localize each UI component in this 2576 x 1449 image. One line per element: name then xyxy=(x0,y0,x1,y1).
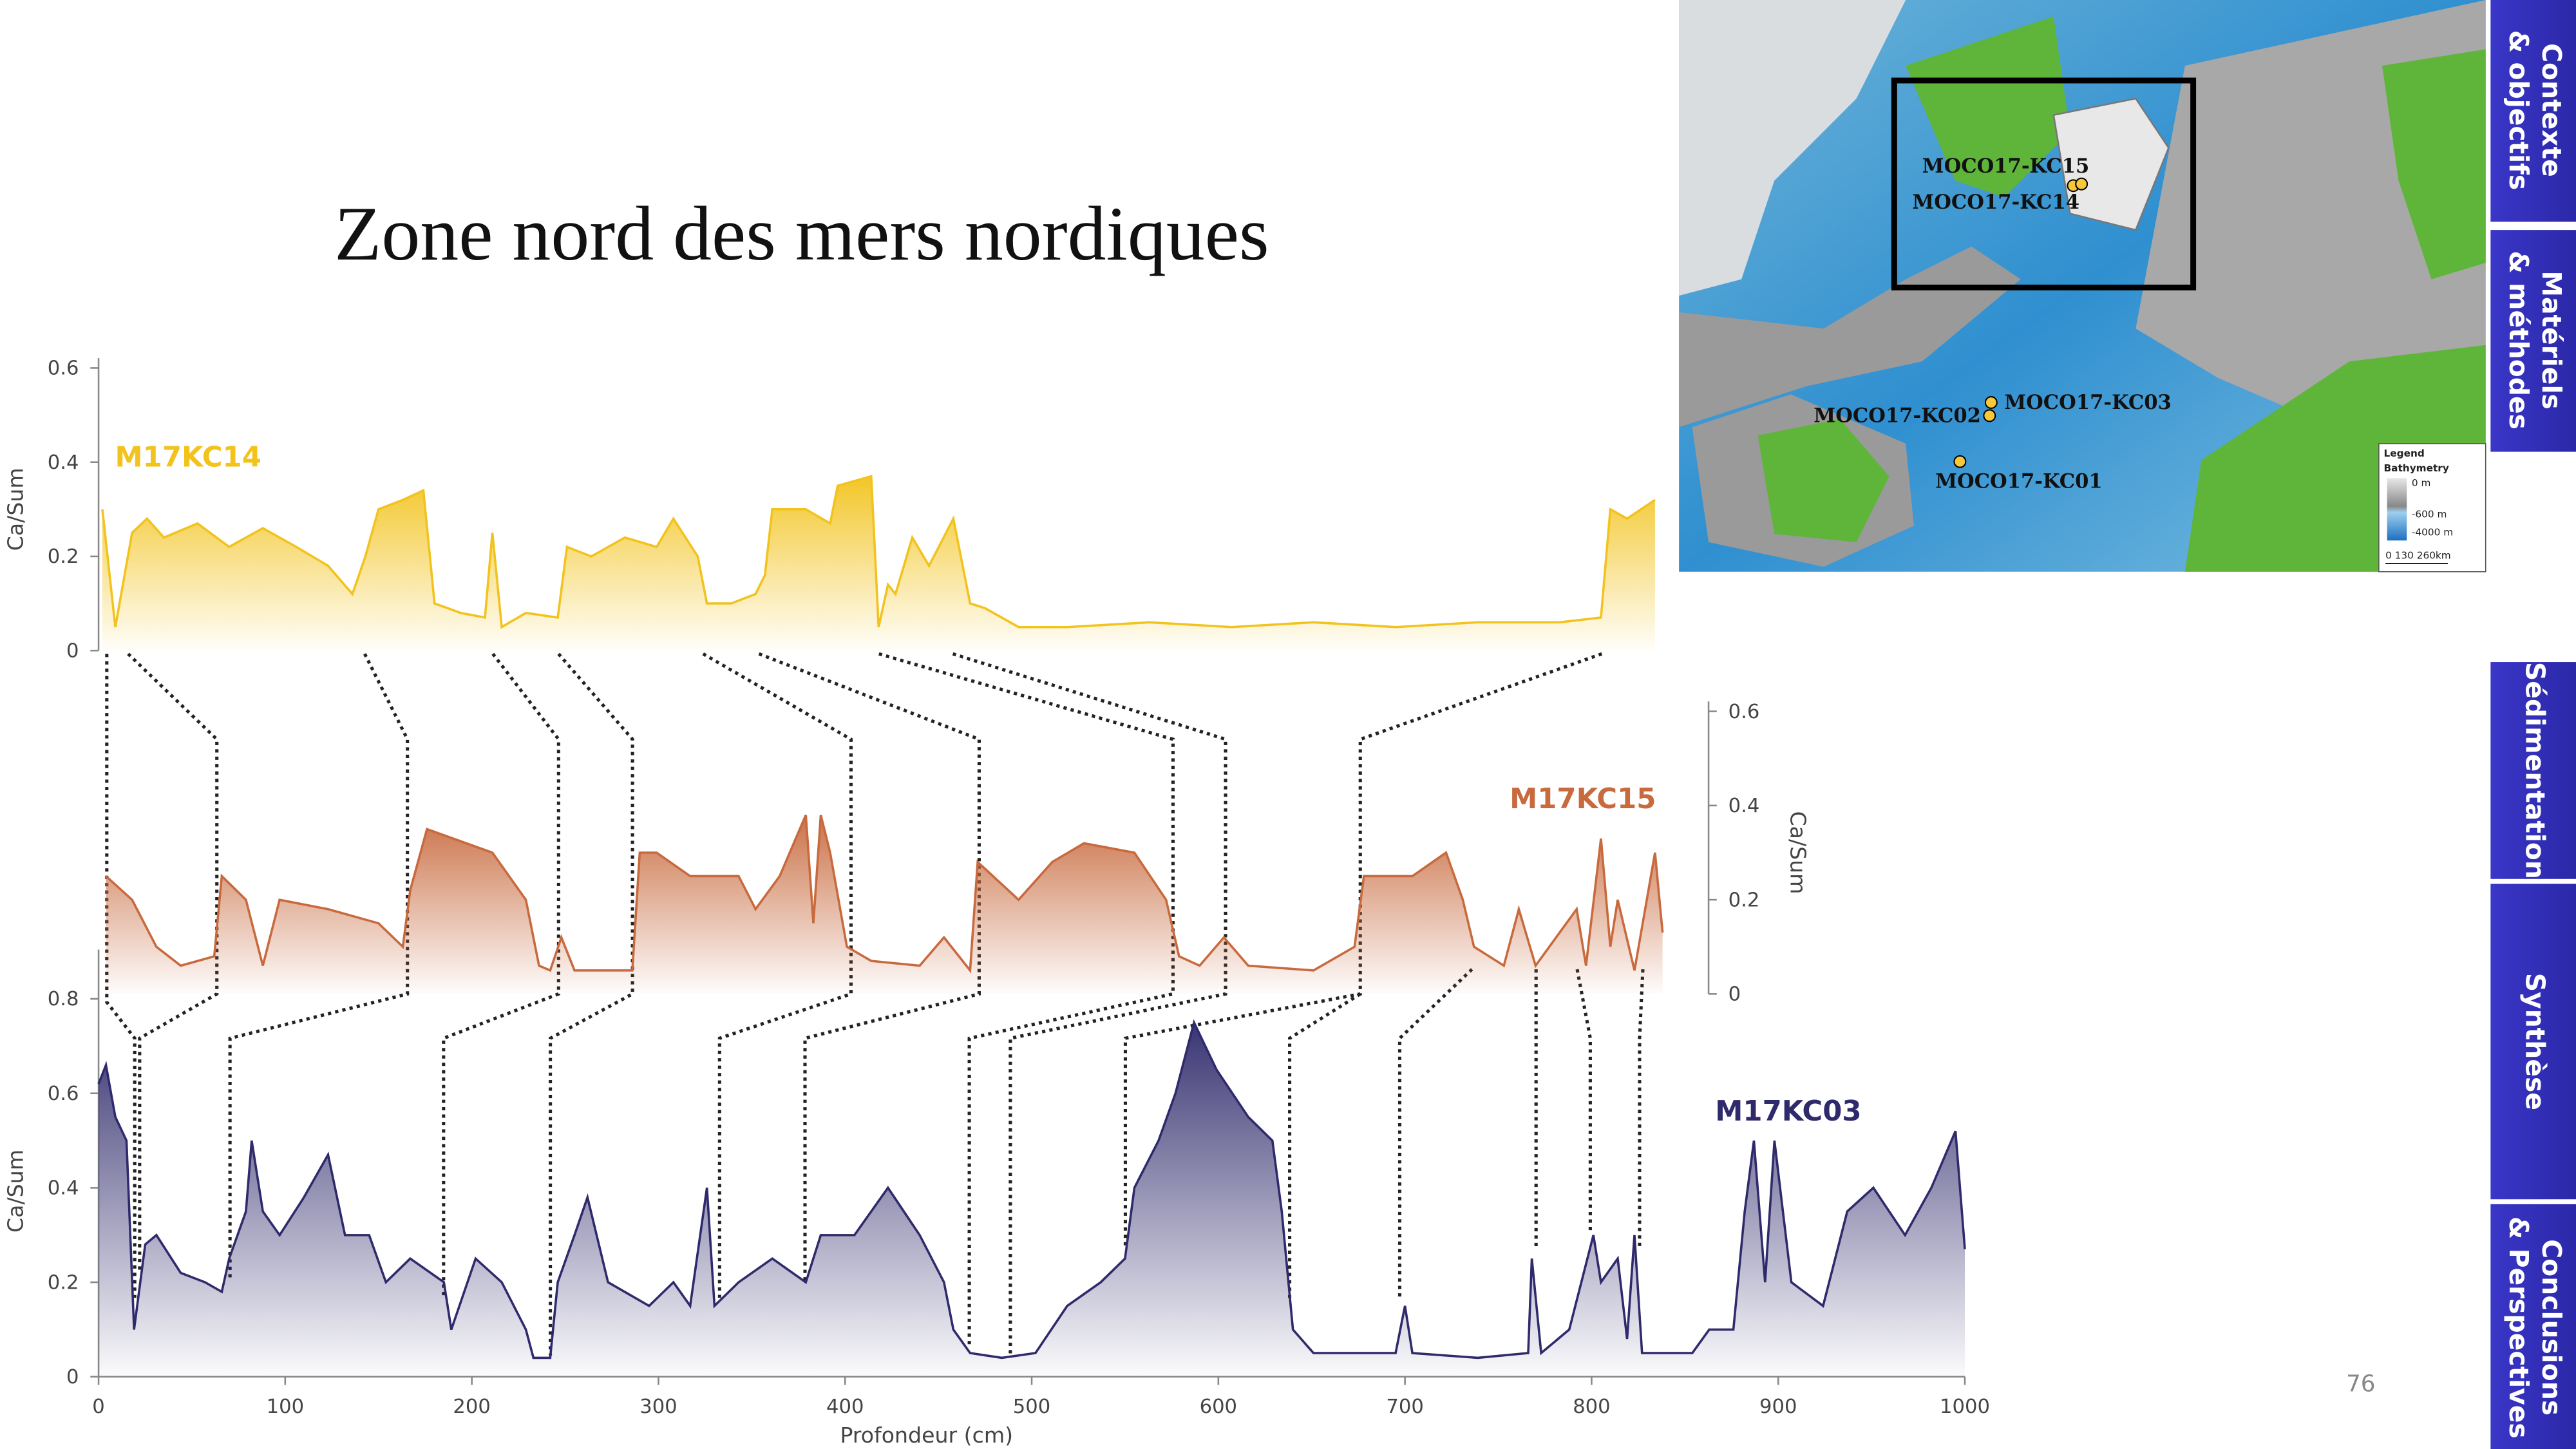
site-dot xyxy=(2075,177,2088,191)
y-tick-label: 0.2 xyxy=(48,1271,79,1294)
y-tick-label: 0.6 xyxy=(48,1083,79,1105)
y-tick-label: 0 xyxy=(66,1366,79,1388)
area-fill xyxy=(102,476,1655,651)
x-tick-label: 200 xyxy=(453,1396,490,1418)
nav-tab-active[interactable] xyxy=(2490,460,2576,658)
nav-label: Contexte xyxy=(2536,43,2567,177)
nav-label: Conclusions xyxy=(2536,1239,2567,1416)
legend-scale: 0 130 260km xyxy=(2385,549,2451,561)
y-tick-label: 0.4 xyxy=(48,1177,79,1200)
legend-ramp xyxy=(2387,478,2407,541)
y-tick-label: 0.4 xyxy=(1728,795,1760,817)
nav-label: Sédimentation xyxy=(2520,662,2551,879)
y-tick-label: 0 xyxy=(1728,983,1741,1006)
y-tick-label: 0.4 xyxy=(48,451,79,474)
map-greenland xyxy=(1906,16,2070,198)
legend-title: Legend xyxy=(2384,448,2425,459)
nav-label: & méthodes xyxy=(2503,251,2534,430)
series-label: M17KC15 xyxy=(1510,783,1656,815)
y-tick-label: 0.2 xyxy=(48,545,79,568)
x-tick-label: 0 xyxy=(92,1396,104,1418)
x-tick-label: 400 xyxy=(826,1396,864,1418)
nav-tab[interactable] xyxy=(2490,1204,2576,1449)
legend-subtitle: Bathymetry xyxy=(2384,462,2449,474)
x-axis-label: Profondeur (cm) xyxy=(840,1423,1013,1448)
tie-line xyxy=(1575,969,1592,1233)
map-shelf xyxy=(1679,246,2021,428)
tie-line xyxy=(1397,968,1473,1298)
series-line xyxy=(105,814,1664,974)
y-tick-label: 0.2 xyxy=(1728,889,1760,911)
y-axis-label: Ca/Sum xyxy=(3,468,28,551)
site-label: MOCO17-KC14 xyxy=(1912,191,2079,214)
nav-tab[interactable] xyxy=(2490,230,2576,452)
nav-label: Synthèse xyxy=(2520,973,2551,1110)
nav-label: & Perspectives xyxy=(2503,1217,2534,1439)
tie-line xyxy=(702,652,853,1298)
area-fill xyxy=(99,1022,1965,1377)
site-label: MOCO17-KC01 xyxy=(1935,470,2103,493)
y-tick-label: 0.8 xyxy=(48,988,79,1010)
legend-level: -600 m xyxy=(2412,509,2447,520)
map-zoom-box xyxy=(1891,77,2197,290)
x-tick-label: 800 xyxy=(1573,1396,1610,1418)
x-tick-label: 900 xyxy=(1759,1396,1797,1418)
nav-tab[interactable] xyxy=(2490,0,2576,222)
site-label: MOCO17-KC15 xyxy=(1922,155,2090,178)
map-land xyxy=(1679,0,1906,296)
tie-line xyxy=(1288,992,1361,1298)
y-tick-label: 0 xyxy=(66,639,79,662)
series-line xyxy=(101,475,1656,629)
nav-label: & objectifs xyxy=(2503,30,2534,190)
map: MOCO17-KC15 MOCO17-KC14 MOCO17-KC03 MOCO… xyxy=(1679,0,2486,573)
y-tick-label: 0.6 xyxy=(48,357,79,380)
tie-line xyxy=(549,652,634,1356)
y-axis-label: Ca/Sum xyxy=(1786,811,1811,894)
series-label: M17KC14 xyxy=(115,441,261,473)
x-tick-label: 100 xyxy=(267,1396,304,1418)
site-dot xyxy=(1953,455,1967,468)
x-tick-label: 600 xyxy=(1200,1396,1237,1418)
x-tick-label: 500 xyxy=(1013,1396,1050,1418)
y-axis-label: Ca/Sum xyxy=(3,1150,28,1233)
nav-label: Stratigraphie xyxy=(2520,460,2551,658)
map-svalbard xyxy=(2052,97,2170,231)
map-novaya xyxy=(2382,49,2486,279)
x-tick-label: 300 xyxy=(639,1396,677,1418)
site-dot xyxy=(1984,396,1998,409)
x-tick-label: 1000 xyxy=(1940,1396,1990,1418)
series-line xyxy=(97,1019,1966,1359)
site-label: MOCO17-KC02 xyxy=(1814,404,1981,428)
nav-tab[interactable] xyxy=(2490,662,2576,879)
tie-line xyxy=(105,654,137,1298)
site-label: MOCO17-KC03 xyxy=(2004,391,2172,414)
legend-level: 0 m xyxy=(2412,477,2431,489)
tie-line xyxy=(1638,969,1645,1249)
series-label: M17KC03 xyxy=(1715,1095,1861,1128)
x-tick-label: 700 xyxy=(1386,1396,1423,1418)
legend-level: -4000 m xyxy=(2412,527,2453,538)
nav-label: Matériels xyxy=(2536,270,2567,409)
site-dot xyxy=(1983,409,1996,422)
nav-tab[interactable] xyxy=(2490,884,2576,1200)
page-number: 76 xyxy=(2346,1371,2375,1397)
side-nav xyxy=(2490,0,2576,1449)
slide-title: Zone nord des mers nordiques xyxy=(334,191,1269,276)
y-tick-label: 0.6 xyxy=(1728,701,1760,723)
map-iceland xyxy=(1757,419,1889,542)
area-fill xyxy=(106,815,1663,994)
